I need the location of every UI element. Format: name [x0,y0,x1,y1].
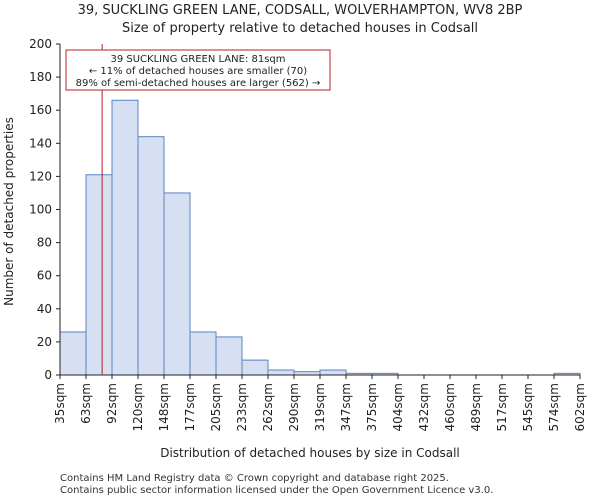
x-tick-label: 545sqm [521,383,535,431]
x-tick-label: 347sqm [339,383,353,431]
bar [241,359,269,376]
x-tick-label: 404sqm [391,383,405,431]
y-tick-label: 40 [37,302,52,316]
x-tick-label: 574sqm [547,383,561,431]
x-tick-label: 290sqm [287,383,301,431]
x-tick-label: 602sqm [573,383,587,431]
chart-title-line2: Size of property relative to detached ho… [121,21,479,36]
bar [215,336,243,376]
bar [163,192,191,376]
y-tick-label: 120 [29,169,52,183]
x-tick-label: 489sqm [469,383,483,431]
chart-title-line1: 39, SUCKLING GREEN LANE, CODSALL, WOLVER… [77,3,523,18]
x-tick-label: 120sqm [131,383,145,431]
y-tick-label: 160 [29,103,52,117]
bar [59,331,87,376]
x-tick-label: 63sqm [79,383,93,424]
x-tick-label: 375sqm [365,383,379,431]
x-tick-label: 205sqm [209,383,223,431]
x-tick-label: 233sqm [235,383,249,431]
annotation-line2: ← 11% of detached houses are smaller (70… [89,66,307,77]
annotation-line1: 39 SUCKLING GREEN LANE: 81sqm [110,54,285,65]
y-axis-title: Number of detached properties [2,117,16,306]
x-tick-label: 432sqm [417,383,431,431]
y-tick-label: 140 [29,136,52,150]
x-tick-label: 262sqm [261,383,275,431]
x-tick-label: 460sqm [443,383,457,431]
y-tick-label: 200 [29,37,52,51]
y-tick-label: 100 [29,203,52,217]
y-tick-label: 0 [44,368,52,382]
x-tick-label: 177sqm [183,383,197,431]
footer-line2: Contains public sector information licen… [60,485,494,496]
bar [137,136,165,376]
bar [319,369,347,376]
x-tick-label: 148sqm [157,383,171,431]
annotation-box [65,49,331,91]
bar [111,99,139,376]
y-tick-label: 60 [37,269,52,283]
annotation-line3: 89% of semi-detached houses are larger (… [76,78,321,89]
bar [189,331,217,376]
x-axis-title: Distribution of detached houses by size … [160,446,460,460]
x-tick-label: 319sqm [313,383,327,431]
x-tick-label: 517sqm [495,383,509,431]
y-tick-label: 180 [29,70,52,84]
bar [85,174,113,376]
x-tick-label: 92sqm [105,383,119,424]
x-tick-label: 35sqm [53,383,67,424]
bar [267,369,295,376]
y-tick-label: 20 [37,335,52,349]
footer-line1: Contains HM Land Registry data © Crown c… [60,473,449,484]
y-tick-label: 80 [37,236,52,250]
